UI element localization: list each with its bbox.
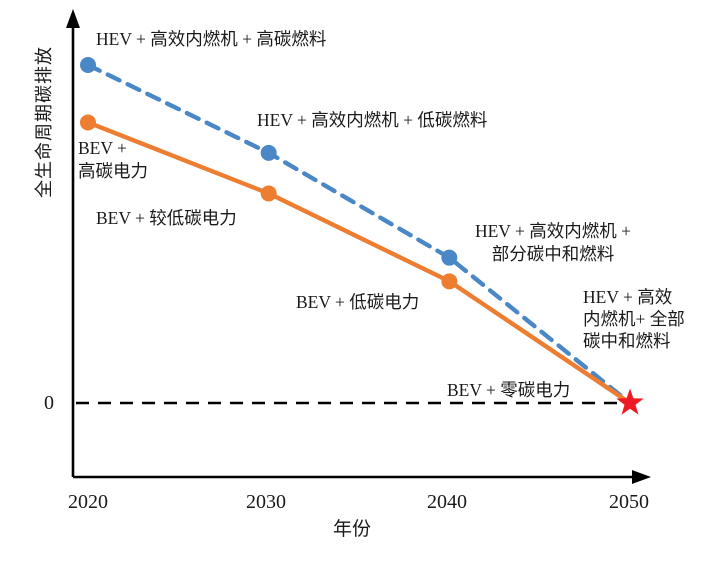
annotation-bev-2030: BEV + 较低碳电力 xyxy=(96,208,237,228)
x-tick-2020: 2020 xyxy=(68,491,108,513)
hev-line xyxy=(85,62,633,406)
annotation-hev-2030: HEV + 高效内燃机 + 低碳燃料 xyxy=(257,110,488,130)
y-axis-arrow xyxy=(66,9,80,28)
zero-emission-star-icon xyxy=(616,388,644,415)
y-tick-zero: 0 xyxy=(44,392,54,414)
annotation-hev-2050: HEV + 高效 内燃机+ 全部 碳中和燃料 xyxy=(583,287,685,352)
annotation-hev-2040: HEV + 高效内燃机 + 部分碳中和燃料 xyxy=(474,221,631,265)
y-axis-label: 全生命周期碳排放 xyxy=(34,46,55,198)
x-axis-label: 年份 xyxy=(333,519,372,540)
hev-marker-2030 xyxy=(260,144,277,161)
x-tick-2030: 2030 xyxy=(246,491,286,513)
bev-marker-2040 xyxy=(441,273,458,290)
annotation-bev-2040: BEV + 低碳电力 xyxy=(296,292,420,312)
x-axis-arrow xyxy=(632,470,651,484)
bev-line xyxy=(85,120,633,406)
x-tick-2050: 2050 xyxy=(609,491,649,513)
annotation-hev-2020: HEV + 高效内燃机 + 高碳燃料 xyxy=(96,29,327,49)
hev-marker-2040 xyxy=(441,249,458,266)
bev-marker-2020 xyxy=(80,114,96,131)
annotation-bev-2020: BEV + 高碳电力 xyxy=(78,138,148,182)
hev-marker-2020 xyxy=(80,57,96,73)
x-tick-2040: 2040 xyxy=(427,491,467,513)
bev-marker-2030 xyxy=(260,185,277,202)
annotation-bev-2050: BEV + 零碳电力 xyxy=(447,380,571,400)
